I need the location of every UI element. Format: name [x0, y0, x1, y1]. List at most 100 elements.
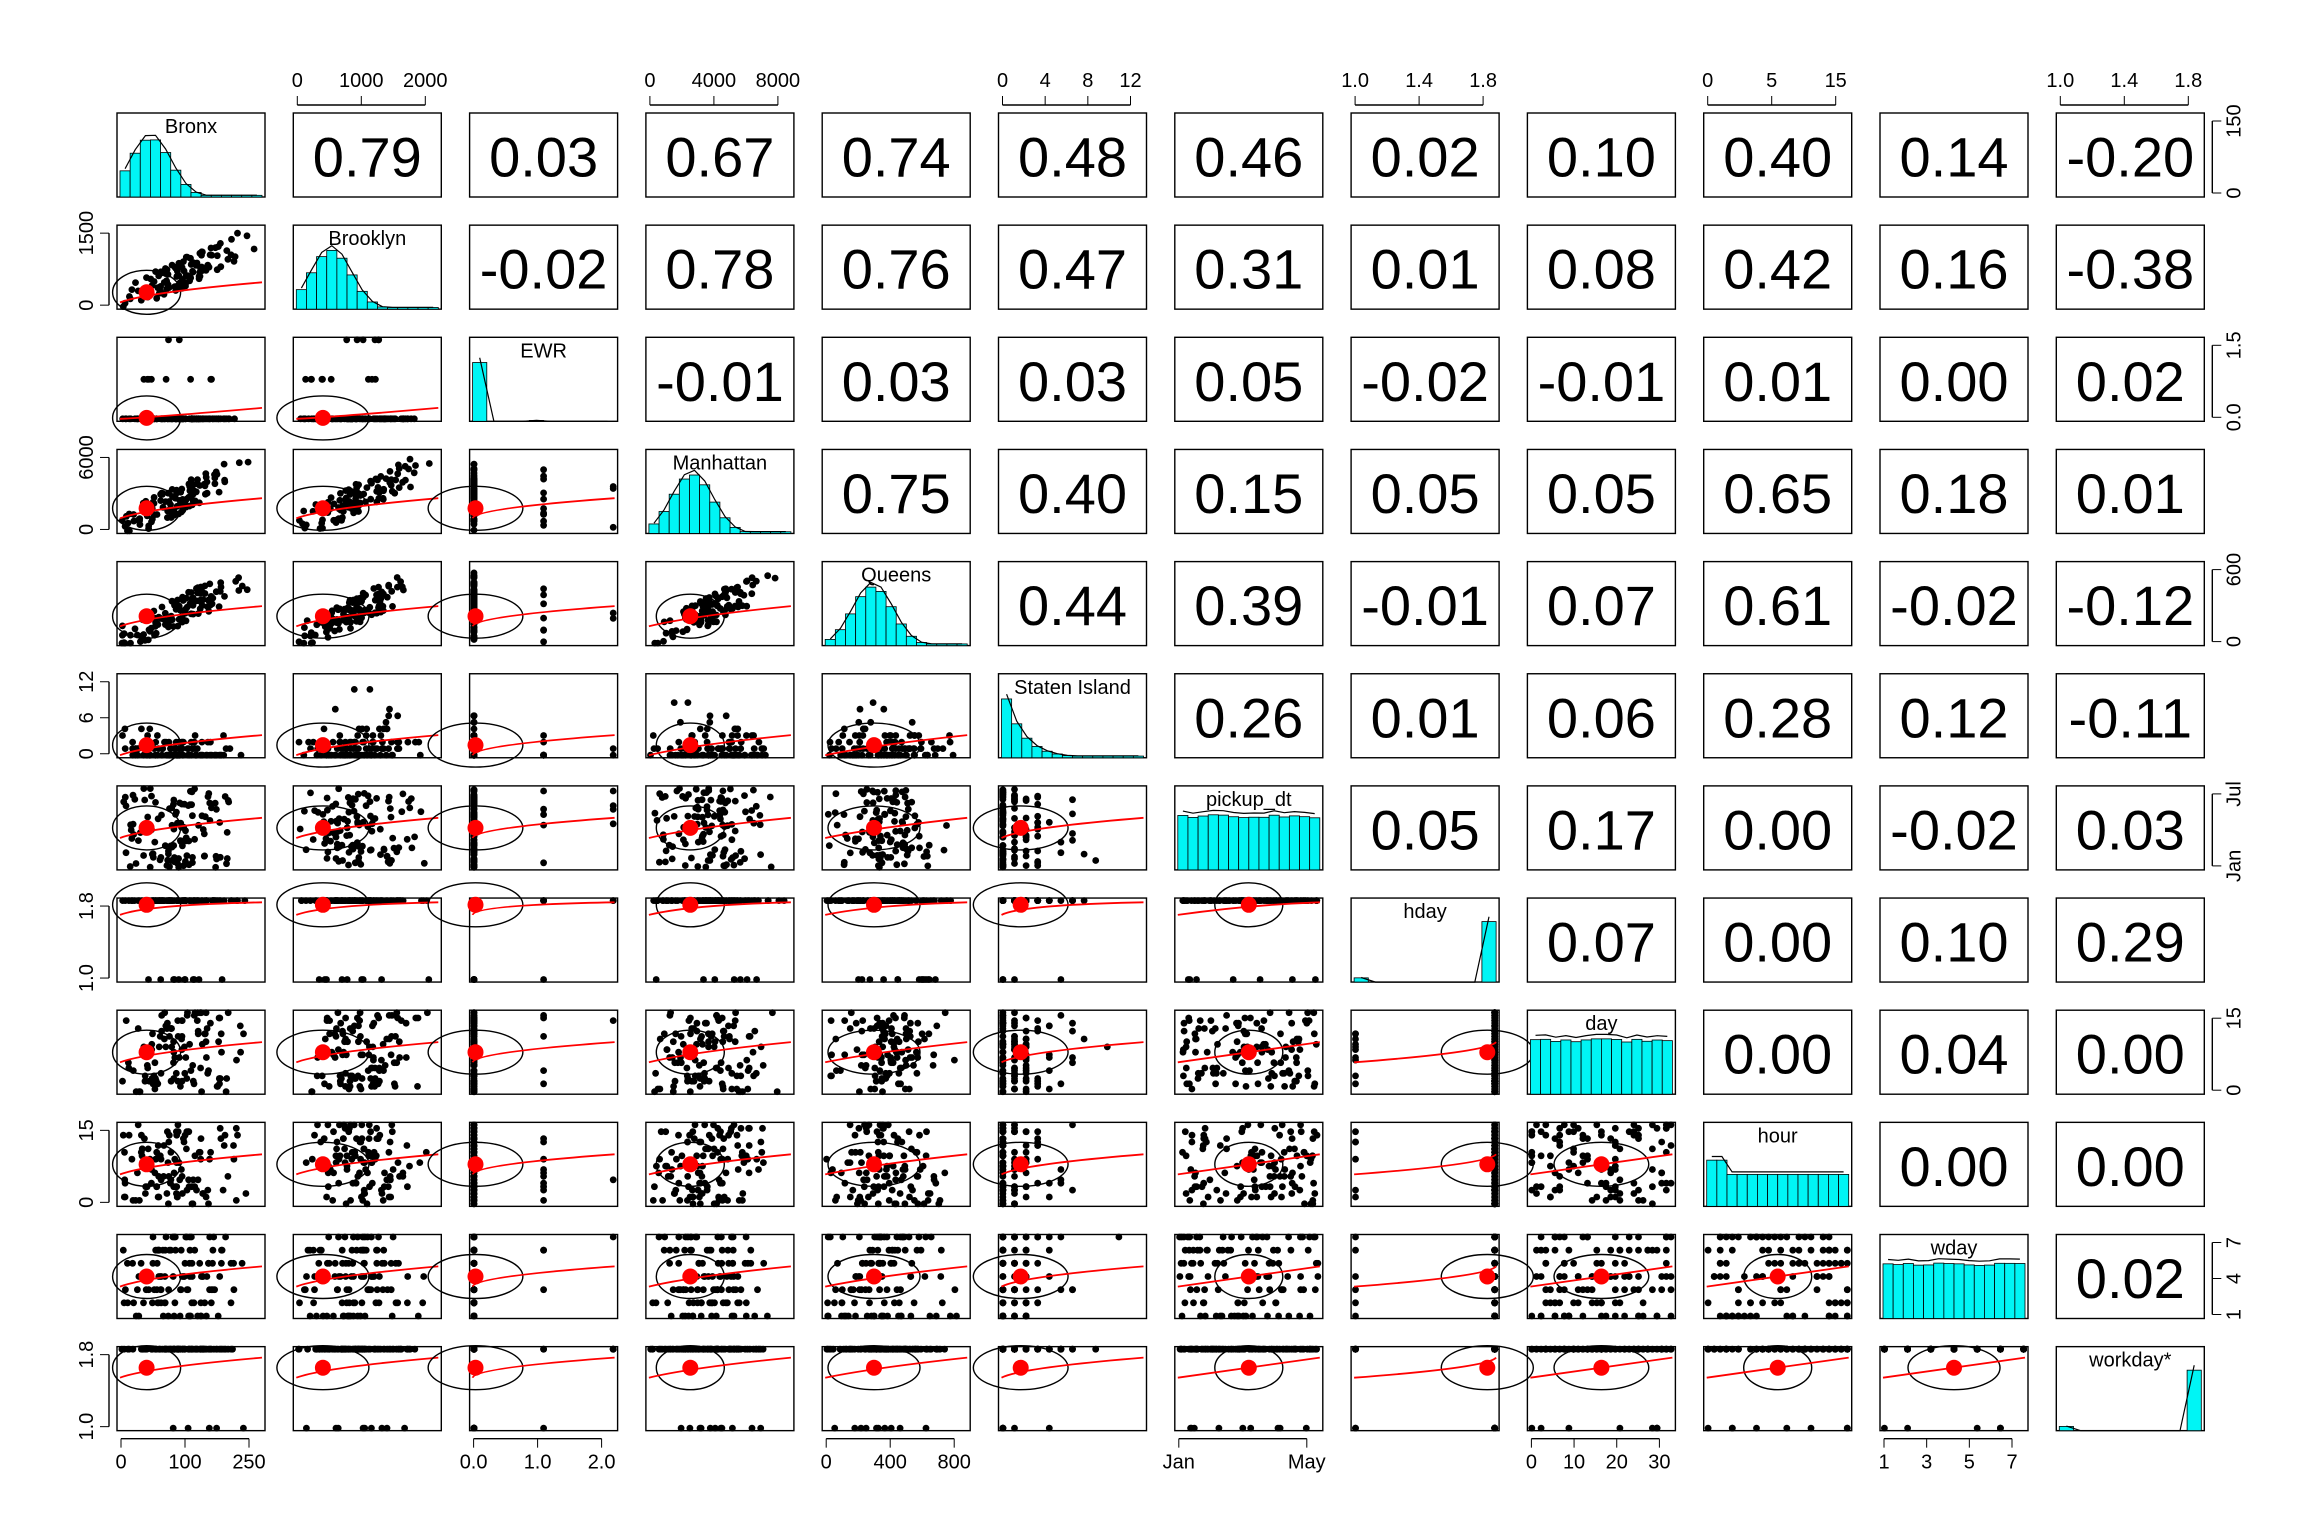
data-point [165, 897, 173, 904]
data-point [215, 603, 223, 610]
data-point [368, 827, 376, 835]
data-point [362, 802, 370, 810]
data-point [125, 1131, 133, 1139]
panel-frame [1174, 560, 1324, 647]
data-point [672, 897, 680, 904]
data-point [675, 738, 683, 746]
panel-r6-c7: 0.05 [1350, 785, 1500, 871]
data-point [662, 847, 670, 855]
data-point [119, 1131, 127, 1139]
panel-r9-c2 [427, 1121, 619, 1208]
data-point [145, 976, 152, 983]
panel-r4-c8: 0.07 [1526, 560, 1677, 647]
data-point [840, 811, 848, 818]
data-point [391, 1083, 399, 1090]
data-point [358, 1075, 366, 1082]
data-point [881, 732, 889, 739]
data-point [347, 415, 355, 423]
correlation-value: 0.61 [1723, 574, 1832, 637]
panel-frame [1702, 336, 1853, 422]
data-point [1069, 1027, 1076, 1035]
data-point [656, 858, 663, 866]
data-point [129, 751, 137, 759]
data-point [158, 1012, 166, 1019]
data-point [132, 279, 139, 286]
data-point [217, 583, 225, 591]
panel-frame [1350, 673, 1500, 759]
data-point [1080, 850, 1088, 858]
panel-r2-c7: -0.02 [1350, 336, 1500, 422]
data-point [380, 745, 387, 752]
data-point [182, 858, 189, 865]
data-point [205, 1067, 212, 1074]
scatter-points [651, 785, 775, 871]
histogram-bar [1299, 816, 1311, 871]
data-point [120, 798, 128, 806]
data-point [403, 1142, 411, 1149]
centroid-point [467, 500, 484, 517]
data-point [326, 1030, 333, 1038]
data-point [731, 725, 739, 733]
data-point [221, 478, 229, 486]
data-point [540, 600, 547, 608]
panel-r3-c6: 0.15 [1174, 448, 1324, 535]
data-point [211, 474, 219, 482]
correlation-ellipse [427, 722, 524, 768]
data-point [390, 1059, 398, 1067]
panel-r1-c1: Brooklyn [292, 224, 442, 310]
data-point [221, 593, 228, 600]
correlation-value: -0.38 [2066, 238, 2194, 301]
data-point [759, 1062, 767, 1069]
scatter-points [295, 686, 424, 759]
data-point [323, 855, 331, 862]
data-point [147, 624, 155, 632]
data-point [659, 1197, 666, 1204]
data-point [470, 811, 478, 819]
data-point [377, 732, 385, 739]
data-point [174, 860, 182, 867]
histogram-bar [326, 249, 338, 310]
data-point [753, 751, 761, 759]
data-point [329, 738, 337, 746]
data-point [677, 751, 685, 759]
data-point [235, 459, 243, 467]
data-point [760, 1159, 767, 1166]
data-point [843, 835, 851, 842]
data-point [206, 751, 214, 759]
data-point [1011, 838, 1018, 846]
data-point [682, 840, 689, 848]
data-point [311, 631, 319, 639]
data-point [844, 897, 851, 904]
data-point [126, 863, 134, 870]
panel-frame [997, 112, 1148, 198]
data-point [193, 745, 201, 752]
histogram-bar [1258, 816, 1270, 871]
centroid-point [467, 896, 484, 913]
data-point [1057, 849, 1065, 857]
data-point [880, 976, 887, 983]
centroid-point [467, 1156, 484, 1173]
data-point [1069, 897, 1076, 904]
data-point [696, 725, 704, 733]
panel-r7-c2 [427, 882, 619, 983]
data-point [847, 1009, 855, 1017]
data-point [218, 1048, 225, 1056]
data-point [1352, 1072, 1359, 1080]
panel-r4-c2 [427, 560, 619, 647]
data-point [1265, 1075, 1272, 1082]
data-point [859, 897, 867, 904]
centroid-point [1479, 1044, 1496, 1061]
data-point [424, 1009, 431, 1017]
data-point [330, 829, 338, 837]
data-point [353, 415, 360, 423]
data-point [347, 1197, 354, 1204]
data-point [224, 255, 232, 263]
data-point [165, 1200, 172, 1208]
centroid-point [467, 737, 484, 754]
data-point [354, 732, 362, 739]
correlation-value: 0.44 [1018, 574, 1127, 637]
data-point [902, 751, 909, 759]
data-point [1285, 1009, 1293, 1017]
data-point [1269, 897, 1277, 904]
panel-frame [645, 112, 795, 198]
